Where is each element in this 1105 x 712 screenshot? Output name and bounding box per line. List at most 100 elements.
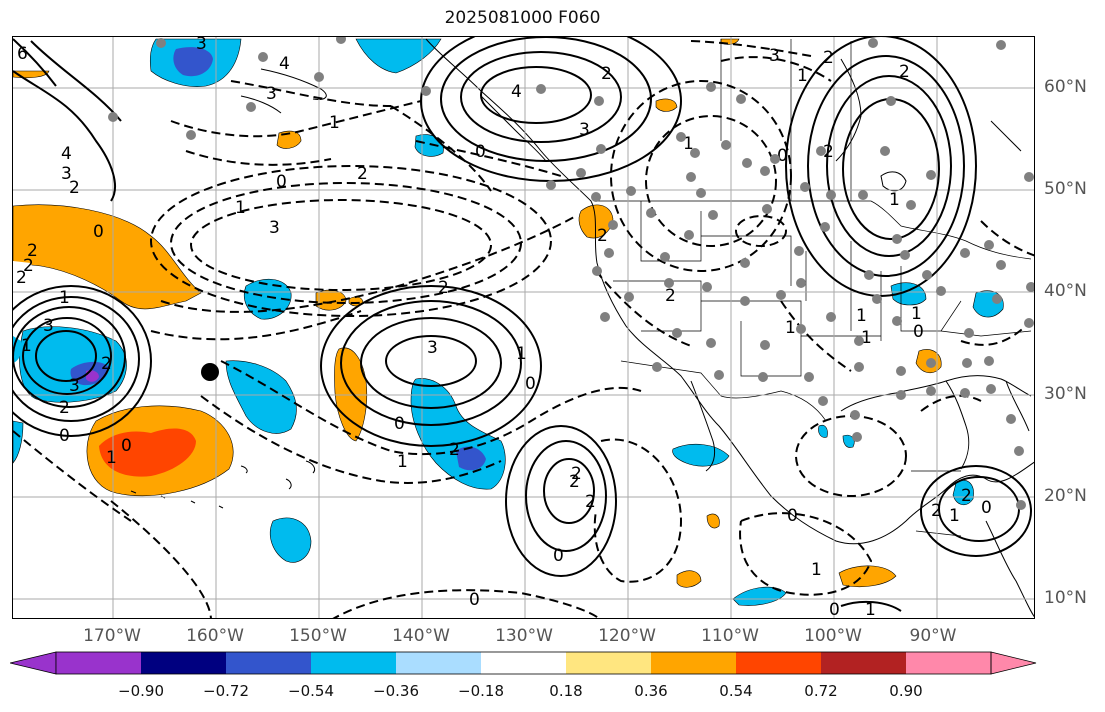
map-panel: 6 3 4 3 2 1 2 4 3 0 2 1 0 1 2 3 2 1 0 3 … xyxy=(12,36,1035,619)
lon-label: 90°W xyxy=(909,626,957,646)
contour-label: 0 xyxy=(469,590,480,610)
lon-label: 120°W xyxy=(598,626,656,646)
colorbar-tick-label: 0.54 xyxy=(719,682,753,700)
contour-label: 1 xyxy=(861,328,872,348)
lat-label: 40°N xyxy=(1044,281,1087,301)
contour-label: 2 xyxy=(438,278,449,298)
lon-label: 100°W xyxy=(804,626,862,646)
political-borders xyxy=(596,39,1032,537)
colorbar-cell xyxy=(481,652,566,674)
colorbar-tick-label: −0.18 xyxy=(458,682,504,700)
contour-label: 1 xyxy=(811,560,822,580)
contour-label: 0 xyxy=(394,414,405,434)
contour-labels: 6 3 4 3 2 1 2 4 3 0 2 1 0 1 2 3 2 1 0 3 … xyxy=(16,37,992,619)
contour-label: 0 xyxy=(525,374,536,394)
contour-label: 0 xyxy=(475,142,486,162)
colorbar-cell xyxy=(10,651,57,675)
colorbar-tick-label: 0.18 xyxy=(549,682,583,700)
contour-label: 3 xyxy=(269,218,280,238)
colorbar-cell xyxy=(141,652,226,674)
contour-label: 1 xyxy=(59,288,70,308)
colorbar-cell xyxy=(990,651,1037,675)
contour-label: 2 xyxy=(571,464,582,484)
colorbar-tick-label: 0.36 xyxy=(634,682,668,700)
lon-label: 150°W xyxy=(289,626,347,646)
contour-label: 4 xyxy=(279,54,290,74)
solid-contours xyxy=(13,37,1032,612)
contour-label: 2 xyxy=(601,64,612,84)
contour-label: 2 xyxy=(357,164,368,184)
contour-label: 3 xyxy=(427,338,438,358)
colorbar-cell xyxy=(651,652,736,674)
contour-label: 0 xyxy=(777,146,788,166)
contour-label: 3 xyxy=(61,164,72,184)
colorbar-cell xyxy=(396,652,481,674)
contour-label: 0 xyxy=(553,546,564,566)
lon-label: 170°W xyxy=(83,626,141,646)
lat-label: 30°N xyxy=(1044,384,1087,404)
lon-label: 130°W xyxy=(495,626,553,646)
contour-label: 2 xyxy=(899,62,910,82)
contour-label: 1 xyxy=(797,66,808,86)
colorbar-tick-label: −0.36 xyxy=(373,682,419,700)
dashed-contours xyxy=(13,40,1034,618)
contour-label: 3 xyxy=(43,316,54,336)
colorbar-cell xyxy=(906,652,991,674)
contour-label: 2 xyxy=(585,492,596,512)
contour-label: 1 xyxy=(683,134,694,154)
colorbar-cell xyxy=(311,652,396,674)
contour-label: 2 xyxy=(23,256,34,276)
colorbar xyxy=(10,651,1037,675)
contour-label: 2 xyxy=(27,241,38,261)
contour-label: 2 xyxy=(665,286,676,306)
contour-label: 0 xyxy=(829,600,840,619)
contour-label: 1 xyxy=(235,198,246,218)
contour-label: 2 xyxy=(823,48,834,68)
contour-label: 2 xyxy=(569,472,580,492)
colorbar-tick-label: −0.54 xyxy=(288,682,334,700)
contour-label: 1 xyxy=(397,452,408,472)
contour-label: 0 xyxy=(121,436,132,456)
contour-label: 1 xyxy=(911,304,922,324)
contour-label: 2 xyxy=(823,142,834,162)
colorbar-tick-label: −0.72 xyxy=(203,682,249,700)
colorbar-cell xyxy=(566,652,651,674)
lat-label: 10°N xyxy=(1044,588,1087,608)
contour-label: 0 xyxy=(981,498,992,518)
contour-label: 1 xyxy=(856,306,867,326)
colorbar-tick-label: 0.90 xyxy=(889,682,923,700)
colorbar-cell xyxy=(56,652,141,674)
contour-label: 2 xyxy=(961,486,972,506)
contour-label: 1 xyxy=(516,344,527,364)
lat-lon-grid xyxy=(13,37,1034,618)
contour-label: 4 xyxy=(61,144,72,164)
contour-label: 2 xyxy=(449,440,460,460)
lon-label: 140°W xyxy=(392,626,450,646)
contour-label: 1 xyxy=(865,600,876,619)
contour-label: 2 xyxy=(16,268,27,288)
contour-label: 1 xyxy=(949,506,960,526)
contour-label: 1 xyxy=(785,318,796,338)
location-marker xyxy=(201,363,219,381)
contour-label: 0 xyxy=(913,322,924,342)
contour-label: 3 xyxy=(266,84,277,104)
station-dots xyxy=(108,37,1034,510)
map-canvas: 6 3 4 3 2 1 2 4 3 0 2 1 0 1 2 3 2 1 0 3 … xyxy=(13,37,1034,619)
lon-label: 160°W xyxy=(186,626,244,646)
contour-label: 2 xyxy=(101,354,112,374)
contour-label: 4 xyxy=(511,82,522,102)
contour-label: 3 xyxy=(769,46,780,66)
contour-label: 0 xyxy=(787,506,798,526)
map-title: 2025081000 F060 xyxy=(444,8,601,28)
lat-label: 60°N xyxy=(1044,77,1087,97)
contour-label: 0 xyxy=(276,172,287,192)
coastlines xyxy=(130,38,1034,618)
contour-label: 1 xyxy=(889,190,900,210)
contour-label: 2 xyxy=(59,398,70,418)
contour-label: 6 xyxy=(17,44,28,64)
lon-label: 110°W xyxy=(701,626,759,646)
colorbar-cell xyxy=(736,652,821,674)
contour-label: 1 xyxy=(21,336,32,356)
colorbar-tick-label: −0.90 xyxy=(118,682,164,700)
colorbar-cell xyxy=(821,652,906,674)
